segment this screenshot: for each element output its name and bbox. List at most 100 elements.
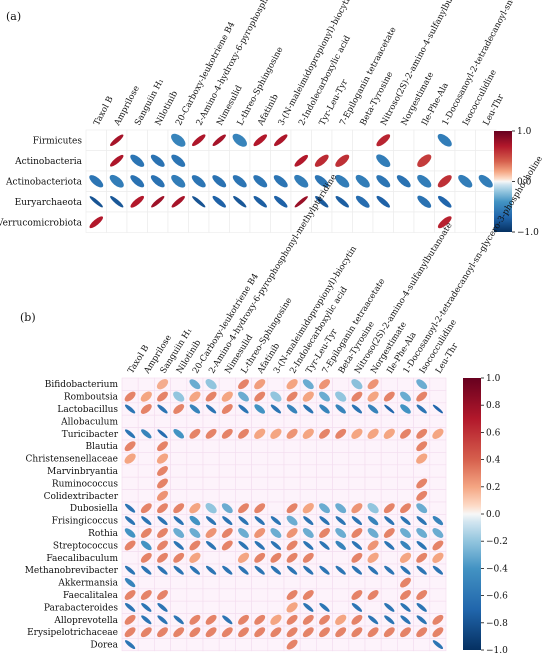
panel-b-ellipse-mark bbox=[221, 627, 233, 638]
panel-b-ellipse-mark bbox=[351, 540, 363, 550]
panel-a-cell bbox=[393, 129, 415, 151]
panel-b-ellipse-mark bbox=[286, 552, 298, 563]
panel-b-cell bbox=[186, 600, 204, 614]
panel-a-ellipse-mark bbox=[274, 195, 288, 208]
panel-b-cell bbox=[380, 414, 398, 428]
panel-b-cell bbox=[202, 452, 220, 466]
panel-b-ellipse-mark bbox=[351, 516, 363, 526]
panel-a-ellipse-mark bbox=[109, 174, 124, 188]
panel-b-cell bbox=[235, 452, 252, 466]
panel-b-ellipse-mark bbox=[238, 516, 249, 526]
panel-a-ellipse-mark bbox=[232, 175, 247, 188]
panel-b-ellipse-mark bbox=[222, 615, 233, 625]
panel-a-cell bbox=[352, 211, 374, 233]
panel-a-ellipse-mark bbox=[150, 175, 165, 188]
panel-b-ellipse-mark bbox=[351, 552, 363, 563]
panel-b-ellipse-mark bbox=[140, 503, 152, 514]
panel-b-cell bbox=[218, 377, 236, 391]
panel-b-cell bbox=[364, 638, 382, 652]
panel-b-label: (b) bbox=[20, 311, 36, 324]
panel-b-ellipse-mark bbox=[124, 453, 136, 464]
panel-b-cell bbox=[413, 576, 431, 590]
panel-b-cell bbox=[397, 414, 414, 428]
panel-a-cell bbox=[167, 211, 189, 233]
panel-b-ellipse-mark bbox=[189, 515, 201, 526]
panel-b-row-label: Akkermansia bbox=[57, 579, 118, 589]
panel-b-ellipse-mark bbox=[157, 615, 168, 625]
panel-b-ellipse-mark bbox=[140, 627, 152, 638]
panel-b-cell bbox=[332, 476, 350, 490]
panel-b-ellipse-mark bbox=[416, 404, 427, 414]
panel-b-cell bbox=[235, 439, 252, 453]
panel-b-ellipse-mark bbox=[173, 391, 185, 402]
panel-b-cell bbox=[121, 414, 139, 428]
panel-b-row-label: Turicibacter bbox=[62, 430, 119, 440]
panel-b-cell bbox=[429, 489, 447, 503]
panel-b-cell bbox=[283, 476, 301, 490]
panel-b-ellipse-mark bbox=[432, 640, 444, 650]
panel-b-ellipse-mark bbox=[205, 428, 217, 439]
panel-b-ellipse-mark bbox=[254, 552, 266, 563]
panel-a-colorbar-tick-label: −1.0 bbox=[517, 228, 539, 238]
panel-b-ellipse-mark bbox=[221, 528, 233, 538]
panel-b-ellipse-mark bbox=[302, 590, 314, 600]
panel-b-ellipse-mark bbox=[351, 614, 363, 625]
panel-b-colorbar: 1.0 0.8 0.6 0.4 0.2 0.0 −0.2 −0.4 −0.6 −0.8 −1.0 bbox=[463, 374, 508, 656]
panel-b-cell bbox=[170, 377, 188, 391]
panel-b-ellipse-mark bbox=[189, 552, 201, 563]
panel-b-cell bbox=[397, 476, 414, 490]
panel-b-ellipse-mark bbox=[335, 540, 346, 550]
panel-b-ellipse-mark bbox=[367, 404, 379, 414]
panel-a-cell bbox=[188, 150, 210, 172]
panel-b-ellipse-mark bbox=[270, 540, 282, 550]
panel-a-ellipse-mark bbox=[253, 134, 268, 147]
panel-b-ellipse-mark bbox=[156, 490, 169, 501]
panel-b-cell bbox=[283, 576, 301, 590]
panel-a-ellipse-mark bbox=[89, 175, 104, 188]
panel-a-ellipse-mark bbox=[192, 134, 206, 147]
panel-a-colorbar-tick-label: 1.0 bbox=[517, 127, 532, 137]
panel-b-cell bbox=[267, 414, 285, 428]
panel-b-cell bbox=[316, 551, 333, 565]
panel-b-cell bbox=[429, 600, 447, 614]
panel-b-ellipse-mark bbox=[140, 540, 152, 551]
panel-a-ellipse-mark bbox=[437, 175, 452, 188]
panel-b-ellipse-mark bbox=[384, 516, 395, 526]
panel-a-cell bbox=[454, 150, 476, 172]
panel-b-cell bbox=[429, 476, 447, 490]
panel-b-cell bbox=[397, 464, 414, 478]
panel-b-ellipse-mark bbox=[124, 528, 136, 538]
panel-b-ellipse-mark bbox=[157, 503, 168, 514]
panel-b-ellipse-mark bbox=[400, 590, 411, 600]
panel-a-cell bbox=[454, 191, 476, 213]
panel-b-ellipse-mark bbox=[254, 503, 266, 514]
panel-b-ellipse-mark bbox=[205, 527, 217, 539]
panel-a-cell bbox=[393, 150, 415, 172]
panel-b-ellipse-mark bbox=[124, 503, 136, 513]
panel-b-ellipse-mark bbox=[351, 565, 363, 575]
panel-b-cell bbox=[332, 377, 350, 391]
panel-b-cell bbox=[235, 588, 252, 602]
panel-b-ellipse-mark bbox=[335, 516, 346, 526]
panel-b-cell bbox=[235, 600, 252, 614]
panel-a-ellipse-mark bbox=[89, 216, 104, 229]
panel-b-cell bbox=[429, 576, 447, 590]
panel-a-cell bbox=[393, 211, 415, 233]
panel-b-ellipse-mark bbox=[221, 428, 233, 439]
panel-b-cell bbox=[218, 476, 236, 490]
panel-b-ellipse-mark bbox=[335, 503, 347, 514]
panel-b-cell bbox=[299, 489, 317, 503]
panel-a-heatmap: Firmicutes Actinobacteria Actinobacteriota… bbox=[0, 0, 550, 233]
panel-b-ellipse-mark bbox=[270, 627, 282, 638]
panel-b-ellipse-mark bbox=[157, 478, 168, 489]
panel-b-cell bbox=[137, 452, 155, 466]
panel-b-cell bbox=[170, 588, 188, 602]
panel-b-ellipse-mark bbox=[367, 627, 379, 638]
panel-b-ellipse-mark bbox=[432, 565, 444, 575]
panel-b-ellipse-mark bbox=[141, 429, 152, 439]
panel-b-ellipse-mark bbox=[351, 428, 363, 439]
panel-b-ellipse-mark bbox=[319, 602, 330, 612]
panel-b-ellipse-mark bbox=[286, 404, 298, 414]
panel-b-cell bbox=[429, 377, 447, 391]
panel-a-ellipse-mark bbox=[232, 133, 247, 147]
